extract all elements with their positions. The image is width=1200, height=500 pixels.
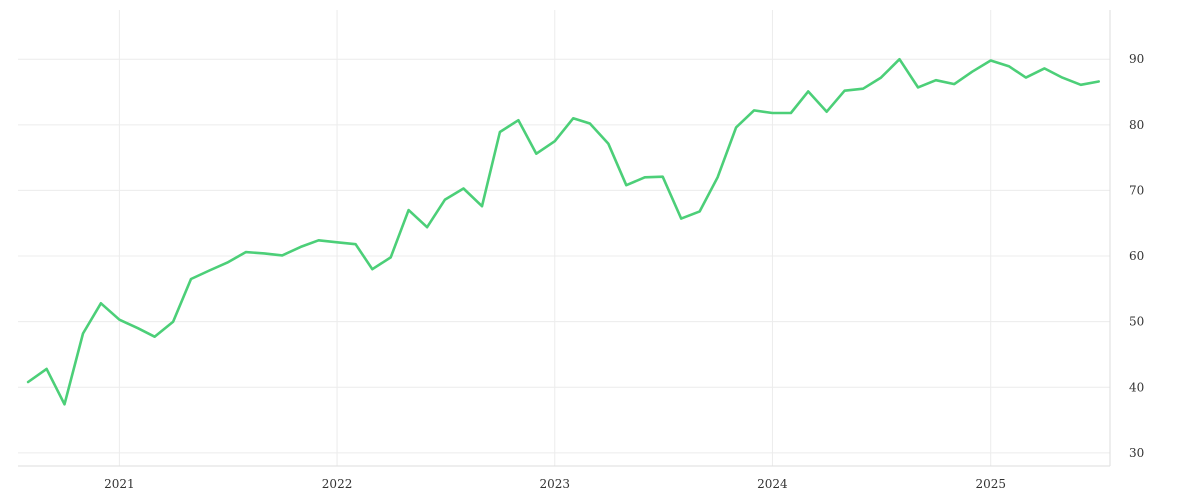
y-axis-ticks: 30 40 50 60 70 80 90: [1129, 52, 1144, 460]
series-layer: [26, 57, 1100, 406]
axes: [18, 10, 1111, 467]
x-axis-ticks: 2021 2022 2023 2024 2025: [104, 477, 1006, 491]
y-tick-label: 60: [1129, 249, 1144, 263]
y-tick-label: 70: [1129, 183, 1144, 197]
x-tick-label: 2025: [975, 477, 1006, 491]
y-tick-label: 30: [1129, 446, 1144, 460]
y-tick-label: 40: [1129, 380, 1144, 394]
x-tick-label: 2022: [322, 477, 353, 491]
y-tick-label: 90: [1129, 52, 1144, 66]
y-tick-label: 80: [1129, 118, 1144, 132]
x-tick-label: 2023: [539, 477, 570, 491]
y-tick-label: 50: [1129, 315, 1144, 329]
x-tick-label: 2024: [757, 477, 788, 491]
grid: [18, 10, 1110, 466]
series-line: [26, 57, 1100, 406]
x-tick-label: 2021: [104, 477, 135, 491]
